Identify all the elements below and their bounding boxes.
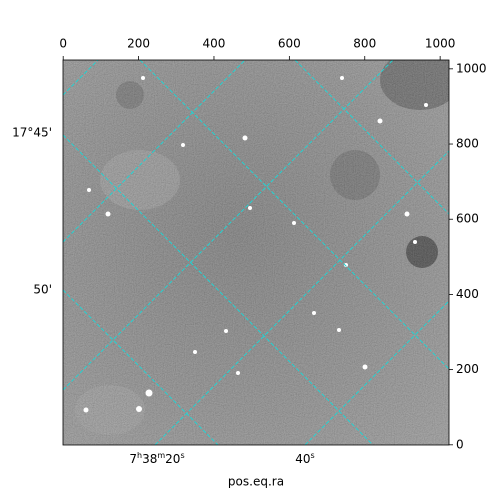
x-tick-label: 1000	[425, 37, 456, 51]
x-axis-label: pos.eq.ra	[228, 475, 284, 489]
y-tick-label: 1000	[456, 61, 487, 75]
dec-tick-label: 17°45'	[12, 126, 52, 140]
y-tick-label: 800	[456, 137, 479, 151]
y-tick-label: 0	[456, 437, 464, 451]
y-tick-label: 400	[456, 287, 479, 301]
plot-frame	[62, 59, 450, 446]
x-tick-label: 400	[203, 37, 226, 51]
y-tick-label: 600	[456, 212, 479, 226]
x-tick-label: 200	[127, 37, 150, 51]
x-tick-label: 800	[353, 37, 376, 51]
x-tick-label: 0	[59, 37, 67, 51]
dec-tick-label: 50'	[33, 283, 52, 297]
sky-image	[63, 60, 449, 445]
y-tick-label: 200	[456, 362, 479, 376]
ra-tick-label: 40s	[295, 451, 314, 466]
x-tick-label: 600	[278, 37, 301, 51]
ra-tick-label: 7h38m20s	[129, 451, 184, 466]
